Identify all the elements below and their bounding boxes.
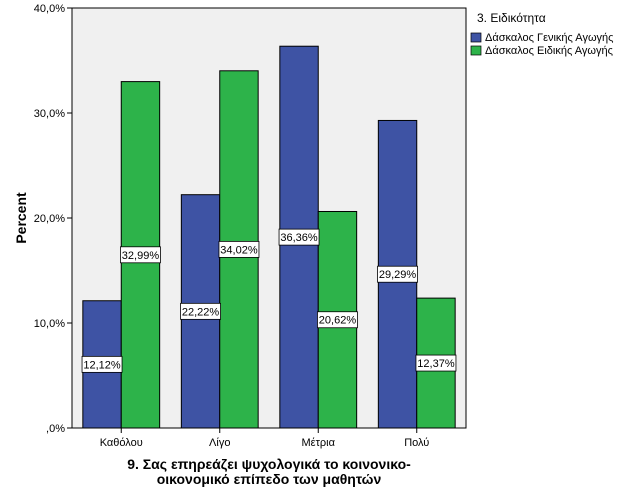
- legend: 3. Ειδικότητα Δάσκαλος Γενικής Αγωγής Δά…: [470, 11, 613, 57]
- data-label: 20,62%: [319, 315, 357, 327]
- legend-swatch-general: [470, 32, 482, 43]
- data-label: 12,37%: [417, 358, 455, 370]
- data-label-box: [278, 228, 320, 246]
- x-tick-label: Πολύ: [404, 437, 429, 449]
- x-axis-label-line2: οικονομικό επίπεδο των μαθητών: [157, 471, 382, 487]
- data-label: 32,99%: [122, 250, 160, 262]
- x-tick-label: Λίγο: [209, 437, 230, 449]
- data-label-box: [317, 311, 358, 329]
- data-label-box: [415, 354, 457, 372]
- y-tick-label: 40,0%: [34, 3, 65, 15]
- data-label: 12,12%: [83, 359, 121, 371]
- data-label-box: [120, 246, 161, 264]
- data-label: 36,36%: [280, 232, 318, 244]
- y-tick-label: 10,0%: [34, 318, 65, 330]
- data-label-box: [218, 240, 260, 258]
- data-label-box: [81, 355, 123, 373]
- y-tick-label: ,0%: [46, 423, 65, 435]
- data-labels: 12,12% 32,99% 22,22% 34,02% 36,36% 20,62% 29,2…: [81, 228, 457, 373]
- legend-label-special: Δάσκαλος Ειδικής Αγωγής: [485, 45, 613, 57]
- data-label: 34,02%: [220, 244, 258, 256]
- data-label: 29,29%: [379, 269, 417, 281]
- x-axis-label-line1: 9. Σας επηρεάζει ψυχολογικά το κοινονικο…: [127, 456, 411, 472]
- x-tick-label: Καθόλου: [100, 437, 143, 449]
- y-axis: ,0% 10,0% 20,0% 30,0% 40,0%: [34, 3, 72, 435]
- data-label: 22,22%: [182, 306, 220, 318]
- y-axis-label: Percent: [13, 192, 29, 244]
- legend-swatch-special: [470, 45, 482, 56]
- x-tick-label: Μέτρια: [302, 437, 336, 449]
- legend-label-general: Δάσκαλος Γενικής Αγωγής: [485, 32, 613, 44]
- legend-title: 3. Ειδικότητα: [477, 11, 546, 25]
- y-tick-label: 30,0%: [34, 108, 65, 120]
- data-label-box: [180, 302, 221, 320]
- x-axis: Καθόλου Λίγο Μέτρια Πολύ: [100, 428, 429, 449]
- y-tick-label: 20,0%: [34, 213, 65, 225]
- data-label-box: [377, 265, 418, 283]
